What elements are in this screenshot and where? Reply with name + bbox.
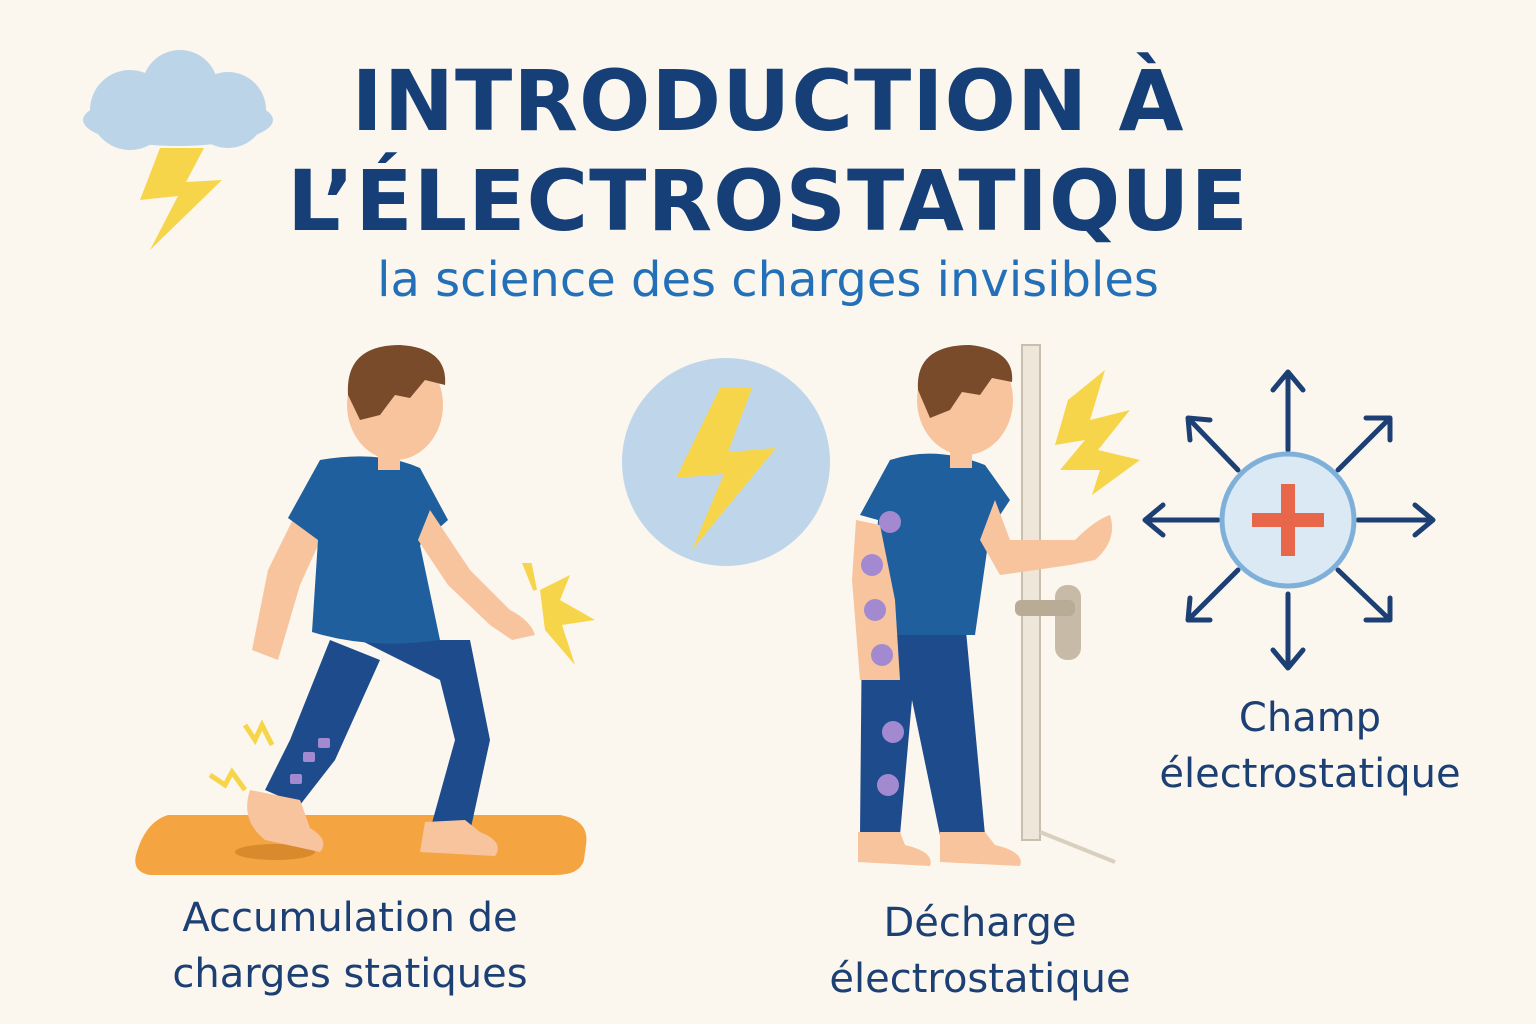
electric-field-diagram xyxy=(1142,369,1436,671)
positive-charge-icon xyxy=(1219,451,1357,589)
caption-accumulation-line1: Accumulation de xyxy=(182,895,518,941)
caption-champ-line1: Champ xyxy=(1238,695,1382,741)
caption-accumulation-line2: charges statiques xyxy=(172,951,528,997)
person-touching-door-illustration xyxy=(852,344,1140,866)
subtitle: la science des charges invisibles xyxy=(377,252,1159,308)
caption-decharge-line2: électrostatique xyxy=(829,956,1131,1002)
title-line-1: INTRODUCTION À xyxy=(351,52,1185,150)
caption-decharge: Décharge électrostatique xyxy=(770,895,1190,1007)
caption-champ: Champ électrostatique xyxy=(1110,690,1510,802)
caption-champ-line2: électrostatique xyxy=(1159,751,1461,797)
walking-person-illustration xyxy=(135,345,595,875)
caption-decharge-line1: Décharge xyxy=(883,900,1077,946)
storm-cloud-icon xyxy=(83,50,273,250)
caption-accumulation: Accumulation de charges statiques xyxy=(120,890,580,1002)
lightning-circle-icon xyxy=(622,358,830,566)
title-line-2: L’ÉLECTROSTATIQUE xyxy=(287,152,1249,250)
